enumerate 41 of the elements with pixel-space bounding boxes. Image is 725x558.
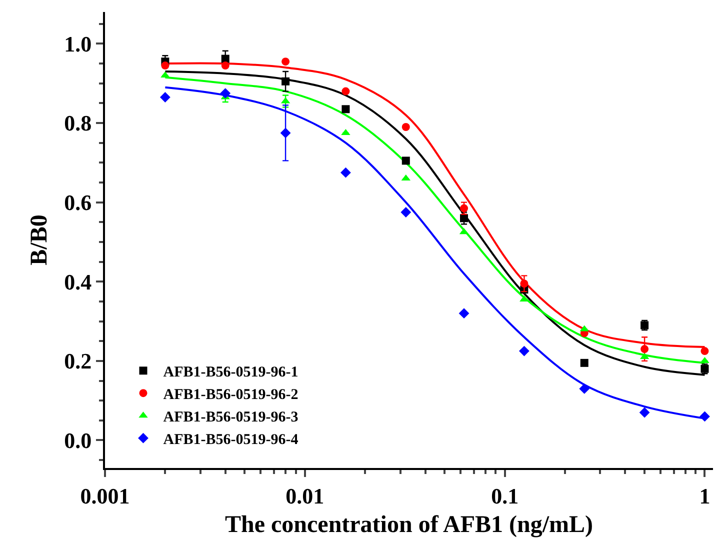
point [520, 280, 528, 288]
point [282, 58, 290, 66]
y-tick-label: 0.2 [64, 348, 92, 374]
x-tick-label: 0.01 [286, 483, 324, 508]
point [639, 407, 650, 418]
point [161, 62, 170, 70]
y-tick-label: 0.6 [64, 190, 92, 216]
point [221, 54, 230, 63]
y-tick-label: 1.0 [64, 31, 92, 56]
point [280, 128, 291, 138]
x-axis-title: The concentration of AFB1 (ng/mL) [225, 512, 593, 538]
x-tick-label: 0.001 [80, 483, 130, 508]
point [340, 167, 351, 178]
point [402, 156, 410, 165]
point [580, 358, 588, 367]
point [579, 384, 590, 394]
point [402, 122, 410, 131]
point [460, 214, 468, 222]
point [342, 105, 350, 114]
y-tick-label: 0.8 [64, 110, 92, 136]
point [220, 88, 231, 98]
point [282, 77, 290, 86]
y-tick-label: 0.0 [64, 428, 92, 453]
point [458, 308, 470, 319]
point [640, 345, 649, 354]
legend-label: AFB1-B56-0519-96-2 [163, 386, 298, 403]
x-tick-label: 0.1 [491, 483, 519, 508]
point [700, 411, 710, 422]
point [221, 62, 230, 70]
legend-label: AFB1-B56-0519-96-4 [163, 432, 299, 448]
point [400, 207, 412, 218]
y-axis-title: B/B0 [26, 214, 53, 266]
point [700, 347, 709, 356]
y-tick-label: 0.4 [64, 269, 92, 294]
point [518, 346, 530, 356]
legend-label: AFB1-B56-0519-96-3 [163, 409, 298, 426]
point [460, 204, 468, 212]
point [160, 92, 170, 102]
x-tick-label: 1 [699, 483, 710, 508]
legend-label: AFB1-B56-0519-96-1 [163, 364, 298, 380]
point [342, 87, 350, 96]
